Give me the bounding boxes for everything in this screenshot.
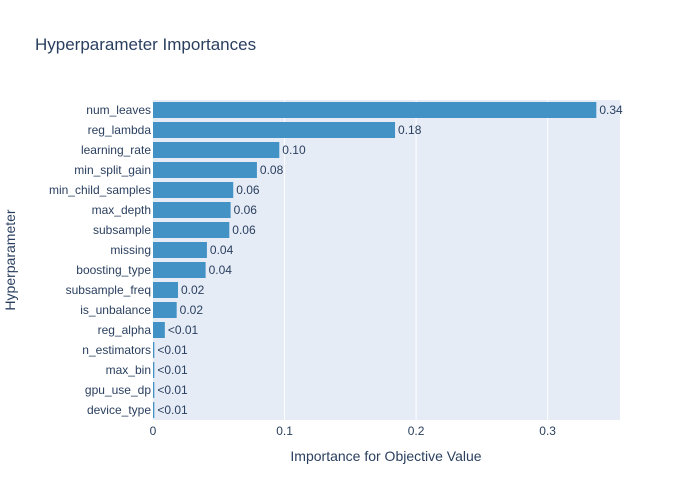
bar-gpu_use_dp [153, 382, 155, 398]
bar-subsample [153, 222, 230, 238]
category-label-missing: missing [110, 243, 151, 257]
category-label-min_split_gain: min_split_gain [74, 163, 151, 177]
value-label-learning_rate: 0.10 [282, 143, 306, 157]
category-label-n_estimators: n_estimators [82, 343, 151, 357]
value-label-boosting_type: 0.04 [209, 263, 233, 277]
category-label-max_bin: max_bin [106, 363, 151, 377]
bar-is_unbalance [153, 302, 177, 318]
x-tick-label: 0.1 [276, 424, 293, 438]
category-label-reg_alpha: reg_alpha [98, 323, 152, 337]
bar-min_split_gain [153, 162, 257, 178]
grid-lines [284, 100, 549, 420]
chart-title: Hyperparameter Importances [35, 35, 256, 54]
category-label-gpu_use_dp: gpu_use_dp [85, 383, 151, 397]
bar-reg_alpha [153, 322, 165, 338]
bars [153, 102, 597, 418]
category-label-reg_lambda: reg_lambda [88, 123, 152, 137]
value-label-subsample_freq: 0.02 [181, 283, 205, 297]
bar-device_type [153, 402, 155, 418]
category-label-learning_rate: learning_rate [81, 143, 151, 157]
value-label-max_bin: <0.01 [157, 363, 188, 377]
bar-subsample_freq [153, 282, 178, 298]
value-label-num_leaves: 0.34 [599, 103, 623, 117]
x-tick-label: 0 [150, 424, 157, 438]
bar-reg_lambda [153, 122, 396, 138]
x-tick-label: 0.3 [539, 424, 556, 438]
category-label-min_child_samples: min_child_samples [49, 183, 151, 197]
value-label-gpu_use_dp: <0.01 [157, 383, 188, 397]
value-label-min_child_samples: 0.06 [236, 183, 260, 197]
x-tick-label: 0.2 [408, 424, 425, 438]
value-label-reg_lambda: 0.18 [398, 123, 422, 137]
value-label-is_unbalance: 0.02 [180, 303, 204, 317]
bar-learning_rate [153, 142, 280, 158]
value-labels: 0.340.180.100.080.060.060.060.040.040.02… [157, 103, 623, 417]
category-label-subsample_freq: subsample_freq [66, 283, 151, 297]
bar-max_bin [153, 362, 155, 378]
category-label-max_depth: max_depth [92, 203, 151, 217]
category-label-subsample: subsample [93, 223, 151, 237]
value-label-reg_alpha: <0.01 [168, 323, 199, 337]
bar-missing [153, 242, 207, 258]
x-axis-title: Importance for Objective Value [290, 448, 481, 464]
x-tick-labels: 0 0.1 0.2 0.3 [150, 424, 557, 438]
category-label-num_leaves: num_leaves [86, 103, 151, 117]
value-label-n_estimators: <0.01 [157, 343, 188, 357]
category-labels: num_leaves reg_lambda learning_rate min_spl… [49, 103, 151, 417]
category-label-device_type: device_type [87, 403, 151, 417]
bar-boosting_type [153, 262, 206, 278]
bar-max_depth [153, 202, 231, 218]
value-label-min_split_gain: 0.08 [260, 163, 284, 177]
category-label-boosting_type: boosting_type [76, 263, 151, 277]
category-label-is_unbalance: is_unbalance [80, 303, 151, 317]
bar-n_estimators [153, 342, 155, 358]
value-label-subsample: 0.06 [232, 223, 256, 237]
value-label-device_type: <0.01 [157, 403, 188, 417]
bar-min_child_samples [153, 182, 234, 198]
y-axis-title: Hyperparameter [2, 209, 18, 310]
bar-num_leaves [153, 102, 597, 118]
value-label-max_depth: 0.06 [234, 203, 258, 217]
value-label-missing: 0.04 [210, 243, 234, 257]
